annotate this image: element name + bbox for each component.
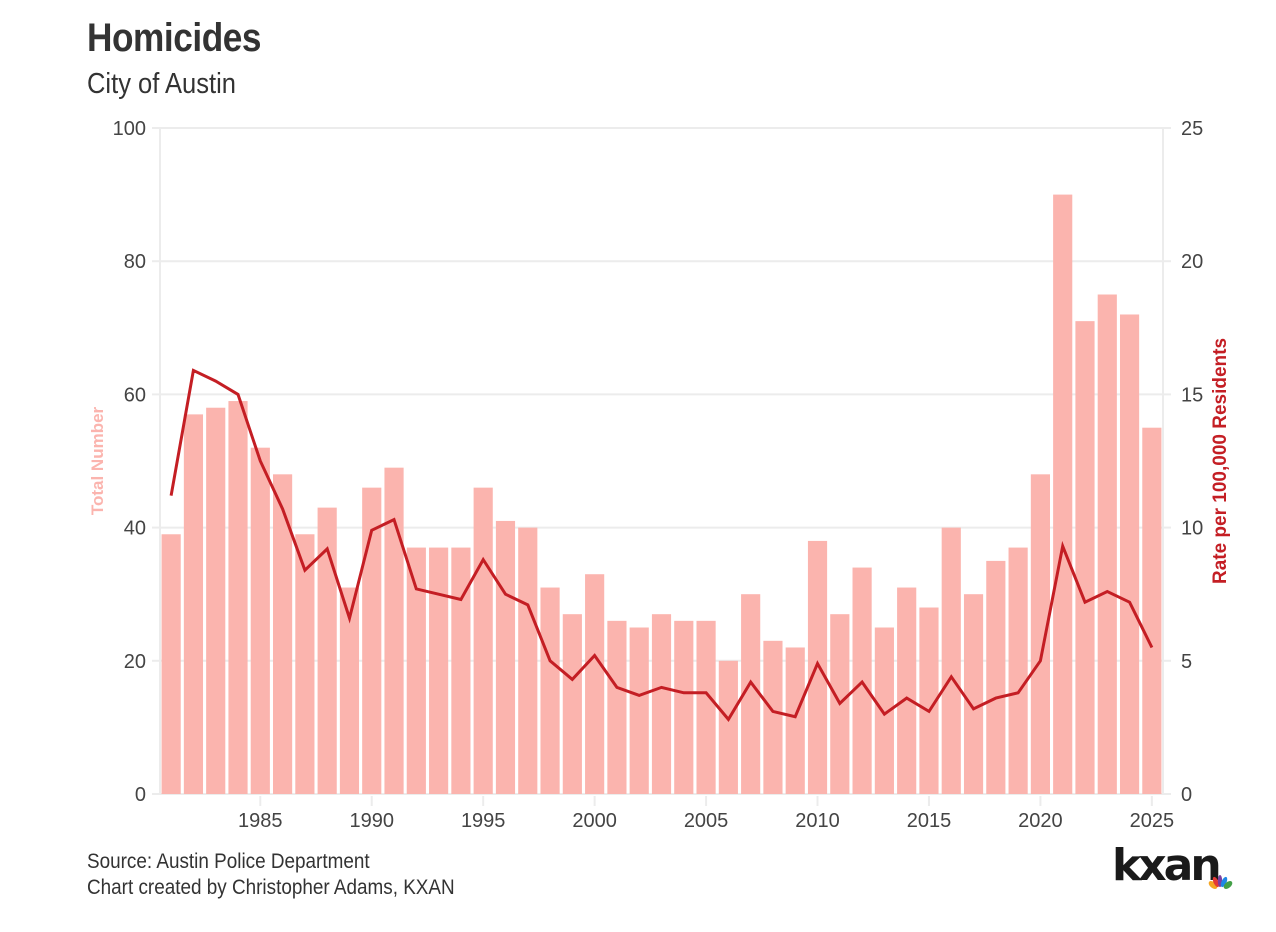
chart-title: Homicides — [87, 16, 262, 60]
bar-2007 — [741, 594, 761, 794]
x-tick-label: 2025 — [1130, 810, 1175, 832]
bar-1991 — [384, 467, 404, 794]
bar-1999 — [562, 614, 582, 794]
bar-2010 — [807, 540, 828, 794]
bar-2005 — [696, 620, 716, 794]
x-tick-label: 2010 — [795, 810, 840, 832]
bar-2002 — [629, 627, 649, 794]
bar-2022 — [1075, 321, 1095, 794]
x-tick-label: 1990 — [349, 810, 394, 832]
left-tick-label: 100 — [113, 118, 146, 140]
source-note: Source: Austin Police Department — [87, 850, 370, 873]
x-tick-label: 1995 — [461, 810, 506, 832]
right-tick-label: 0 — [1181, 784, 1192, 806]
bar-1981 — [161, 534, 181, 794]
left-axis-title: Total Number — [88, 406, 107, 515]
credit-note: Chart created by Christopher Adams, KXAN — [87, 876, 455, 899]
bar-2014 — [897, 587, 917, 794]
line-series — [169, 368, 1154, 722]
bar-2004 — [674, 620, 694, 794]
left-tick-label: 20 — [124, 651, 146, 673]
right-tick-label: 10 — [1181, 518, 1203, 540]
x-tick-label: 2005 — [684, 810, 729, 832]
left-tick-label: 40 — [124, 518, 146, 540]
bar-1994 — [451, 547, 471, 794]
bar-2003 — [651, 614, 672, 794]
right-tick-label: 15 — [1181, 384, 1203, 406]
bar-1983 — [206, 407, 226, 794]
bar-1996 — [495, 520, 516, 794]
x-tick-label: 2000 — [572, 810, 617, 832]
bar-2019 — [1008, 547, 1028, 794]
bar-1989 — [339, 587, 360, 794]
bar-1987 — [295, 534, 315, 794]
bar-1988 — [317, 507, 337, 794]
x-tick-label: 1985 — [238, 810, 283, 832]
left-tick-label: 60 — [124, 384, 146, 406]
x-tick-label: 2020 — [1018, 810, 1063, 832]
right-axis-title: Rate per 100,000 Residents — [1210, 338, 1231, 584]
bar-2013 — [874, 627, 894, 794]
bar-1990 — [362, 487, 382, 794]
bar-2015 — [919, 607, 939, 794]
bar-2023 — [1097, 294, 1117, 794]
bar-1997 — [518, 527, 538, 794]
bar-2017 — [963, 594, 984, 794]
bar-2018 — [986, 560, 1006, 794]
bar-1986 — [273, 474, 293, 794]
x-tick-label: 2015 — [907, 810, 952, 832]
bar-2008 — [763, 640, 783, 794]
right-tick-label: 5 — [1181, 651, 1192, 673]
bar-series — [161, 194, 1162, 795]
bar-2006 — [718, 660, 738, 794]
bar-2024 — [1119, 314, 1140, 794]
nbc-peacock-icon — [1208, 875, 1233, 889]
logo-text: kxan — [1112, 840, 1222, 891]
chart-subtitle: City of Austin — [87, 68, 236, 100]
kxan-logo: kxan — [1112, 840, 1236, 894]
left-tick-label: 0 — [135, 784, 146, 806]
bar-2001 — [607, 620, 627, 794]
bar-2016 — [941, 527, 961, 794]
bar-1985 — [250, 447, 270, 794]
right-tick-label: 25 — [1181, 118, 1203, 140]
bar-1992 — [406, 547, 426, 794]
bar-1993 — [429, 547, 449, 794]
bar-2020 — [1030, 474, 1050, 794]
bar-2000 — [585, 574, 605, 794]
bar-2009 — [785, 647, 805, 794]
bar-2025 — [1142, 427, 1162, 794]
bar-1998 — [540, 587, 560, 794]
bar-1984 — [228, 401, 248, 794]
bar-1995 — [473, 487, 493, 794]
bar-2021 — [1053, 194, 1073, 795]
right-tick-label: 20 — [1181, 251, 1203, 273]
bar-1982 — [183, 414, 204, 794]
left-tick-label: 80 — [124, 251, 146, 273]
